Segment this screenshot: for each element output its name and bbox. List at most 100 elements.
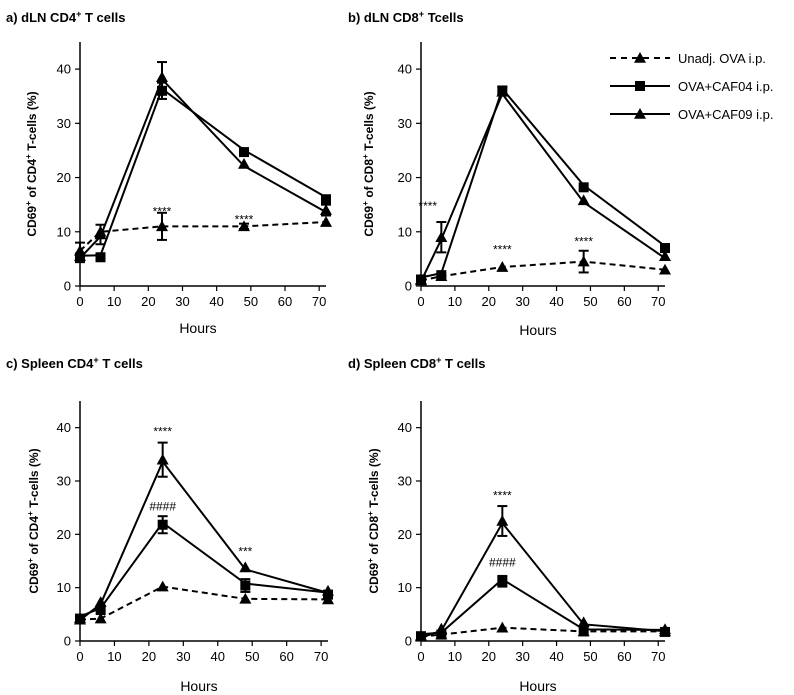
data-point bbox=[578, 182, 589, 193]
data-point bbox=[239, 561, 252, 573]
panel-title: b) dLN CD8+ Tcells bbox=[348, 9, 464, 25]
legend-item: OVA+CAF04 i.p. bbox=[610, 79, 774, 94]
y-tick-label: 20 bbox=[57, 170, 71, 185]
y-tick-label: 20 bbox=[398, 527, 412, 542]
panel-2: b) dLN CD8+ Tcells 0 10 20 30 40 50 60 70 0 10 20 30… bbox=[348, 9, 671, 338]
data-point bbox=[322, 584, 334, 596]
x-tick-label: 50 bbox=[583, 294, 597, 309]
x-tick-label: 70 bbox=[651, 649, 665, 664]
series-ova-caf09-i-p bbox=[74, 61, 332, 261]
panel-4: d) Spleen CD8+ T cells 0 10 20 30 40 50 60 70 0 10… bbox=[348, 355, 671, 694]
series-line bbox=[420, 86, 666, 279]
x-tick-label: 10 bbox=[107, 294, 121, 309]
significance-label: **** bbox=[153, 425, 172, 439]
data-point bbox=[415, 629, 427, 641]
y-tick-label: 30 bbox=[398, 474, 412, 489]
data-point bbox=[240, 580, 251, 591]
x-tick-label: 0 bbox=[417, 294, 424, 309]
x-tick-label: 60 bbox=[617, 294, 631, 309]
series-unadj-ova-i-p bbox=[415, 249, 671, 286]
legend-item: OVA+CAF09 i.p. bbox=[610, 107, 774, 122]
x-tick-label: 40 bbox=[549, 294, 563, 309]
y-tick-label: 0 bbox=[405, 279, 412, 294]
significance-label: **** bbox=[235, 213, 254, 227]
data-point bbox=[94, 596, 107, 607]
y-tick-label: 30 bbox=[57, 474, 71, 489]
panel-title: a) dLN CD4+ T cells bbox=[6, 9, 125, 25]
data-point bbox=[496, 261, 509, 272]
significance-label: **** bbox=[418, 199, 437, 213]
data-point bbox=[659, 623, 671, 635]
data-point bbox=[238, 158, 250, 169]
legend-label: OVA+CAF04 i.p. bbox=[678, 79, 774, 94]
data-point bbox=[435, 622, 448, 634]
y-tick-label: 0 bbox=[64, 279, 71, 294]
x-tick-label: 60 bbox=[278, 294, 292, 309]
series-ova-caf04-i-p bbox=[75, 81, 331, 264]
panel-title: d) Spleen CD8+ T cells bbox=[348, 355, 486, 371]
legend-label: OVA+CAF09 i.p. bbox=[678, 107, 774, 122]
y-axis-label: CD69+ of CD8+ T-cells (%) bbox=[365, 448, 381, 593]
y-tick-label: 10 bbox=[57, 580, 71, 595]
y-tick-label: 40 bbox=[398, 420, 412, 435]
y-tick-label: 30 bbox=[57, 116, 71, 131]
y-tick-label: 0 bbox=[64, 634, 71, 649]
panel-1: a) dLN CD4+ T cells 0 10 20 30 40 50 60 70 0 10 20 3… bbox=[6, 9, 332, 336]
legend-item: Unadj. OVA i.p. bbox=[610, 51, 766, 66]
data-point bbox=[156, 580, 169, 592]
x-tick-label: 30 bbox=[515, 294, 529, 309]
x-axis-label: Hours bbox=[519, 322, 556, 338]
y-tick-label: 10 bbox=[398, 580, 412, 595]
legend-label: Unadj. OVA i.p. bbox=[678, 51, 766, 66]
series-line bbox=[420, 521, 666, 639]
x-tick-label: 40 bbox=[209, 294, 223, 309]
data-point bbox=[436, 629, 447, 640]
significance-label: #### bbox=[489, 555, 516, 569]
legend-marker bbox=[634, 108, 646, 119]
series-line bbox=[79, 221, 327, 252]
x-tick-label: 0 bbox=[417, 649, 424, 664]
significance-label: **** bbox=[574, 234, 593, 248]
y-axis-label: CD69+ of CD4+ T-cells (%) bbox=[25, 448, 41, 593]
x-tick-label: 40 bbox=[549, 649, 563, 664]
x-tick-label: 60 bbox=[279, 649, 293, 664]
series-ova-caf09-i-p bbox=[415, 85, 671, 285]
y-tick-label: 0 bbox=[405, 634, 412, 649]
data-point bbox=[659, 250, 671, 261]
x-tick-label: 0 bbox=[76, 649, 83, 664]
y-tick-label: 40 bbox=[57, 62, 71, 77]
data-point bbox=[321, 194, 331, 205]
series-line bbox=[420, 260, 666, 282]
panel-title: c) Spleen CD4+ T cells bbox=[6, 355, 143, 371]
y-axis-label: CD69+ of CD4+ T-cells (%) bbox=[23, 91, 39, 236]
data-point bbox=[659, 263, 671, 275]
panel-3: c) Spleen CD4+ T cells 0 10 20 30 40 50 60 70 0 10… bbox=[6, 355, 334, 694]
series-line bbox=[79, 521, 329, 618]
data-point bbox=[94, 612, 107, 624]
data-point bbox=[320, 204, 332, 215]
x-tick-label: 30 bbox=[175, 294, 189, 309]
significance-label: #### bbox=[149, 499, 176, 513]
data-point bbox=[320, 216, 332, 227]
data-point bbox=[157, 519, 168, 530]
x-tick-label: 10 bbox=[448, 649, 462, 664]
x-tick-label: 50 bbox=[245, 649, 259, 664]
data-point bbox=[74, 250, 86, 261]
data-point bbox=[239, 592, 252, 604]
series-line bbox=[79, 459, 329, 621]
x-tick-label: 70 bbox=[651, 294, 665, 309]
data-point bbox=[577, 194, 590, 206]
y-tick-label: 10 bbox=[57, 224, 71, 239]
series-line bbox=[79, 77, 327, 259]
series-line bbox=[420, 578, 666, 636]
data-point bbox=[239, 147, 249, 158]
x-tick-label: 30 bbox=[176, 649, 190, 664]
legend: Unadj. OVA i.p. OVA+CAF04 i.p. OVA+CAF09 i… bbox=[610, 51, 774, 122]
data-point bbox=[496, 621, 509, 633]
x-axis-label: Hours bbox=[179, 320, 216, 336]
data-point bbox=[660, 243, 670, 254]
data-point bbox=[496, 515, 509, 526]
x-tick-label: 70 bbox=[312, 294, 326, 309]
data-point bbox=[436, 270, 447, 281]
